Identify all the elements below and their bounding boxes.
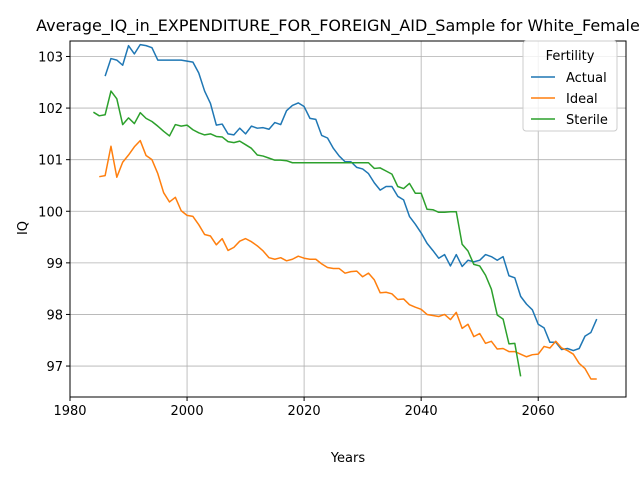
legend-label-actual: Actual: [566, 71, 607, 86]
y-tick-label: 99: [46, 257, 63, 272]
y-tick-label: 103: [38, 50, 63, 65]
legend-label-sterile: Sterile: [566, 113, 608, 128]
y-tick-label: 101: [38, 154, 63, 169]
x-tick-label: 1980: [53, 404, 86, 419]
chart-title: Average_IQ_in_EXPENDITURE_FOR_FOREIGN_AI…: [36, 16, 640, 36]
x-tick-label: 2000: [171, 404, 204, 419]
legend-items: Actual Ideal Sterile: [531, 71, 608, 128]
series-line-actual: [104, 43, 598, 352]
x-tick-label: 2040: [405, 404, 438, 419]
y-tick-label: 97: [46, 360, 63, 375]
legend-title: Fertility: [546, 49, 595, 64]
x-tick-label: 2020: [288, 404, 321, 419]
legend: Fertility Actual Ideal Sterile: [522, 40, 618, 132]
plot-frame: [69, 40, 627, 398]
y-tick-label: 98: [46, 308, 63, 323]
y-tick-label: 100: [38, 205, 63, 220]
x-tick-label: 2060: [522, 404, 555, 419]
y-axis-label: IQ: [16, 221, 31, 235]
series-layer: [93, 43, 598, 380]
y-tick-label: 102: [38, 102, 63, 117]
series-line-ideal: [99, 139, 597, 380]
series-line-sterile: [93, 90, 522, 377]
x-axis-label: Years: [330, 451, 366, 466]
ticks: 1980 2000 2020 2040 2060 97 98 99 100 101 102 103: [38, 50, 555, 419]
legend-box: [522, 40, 618, 132]
legend-label-ideal: Ideal: [566, 92, 598, 107]
